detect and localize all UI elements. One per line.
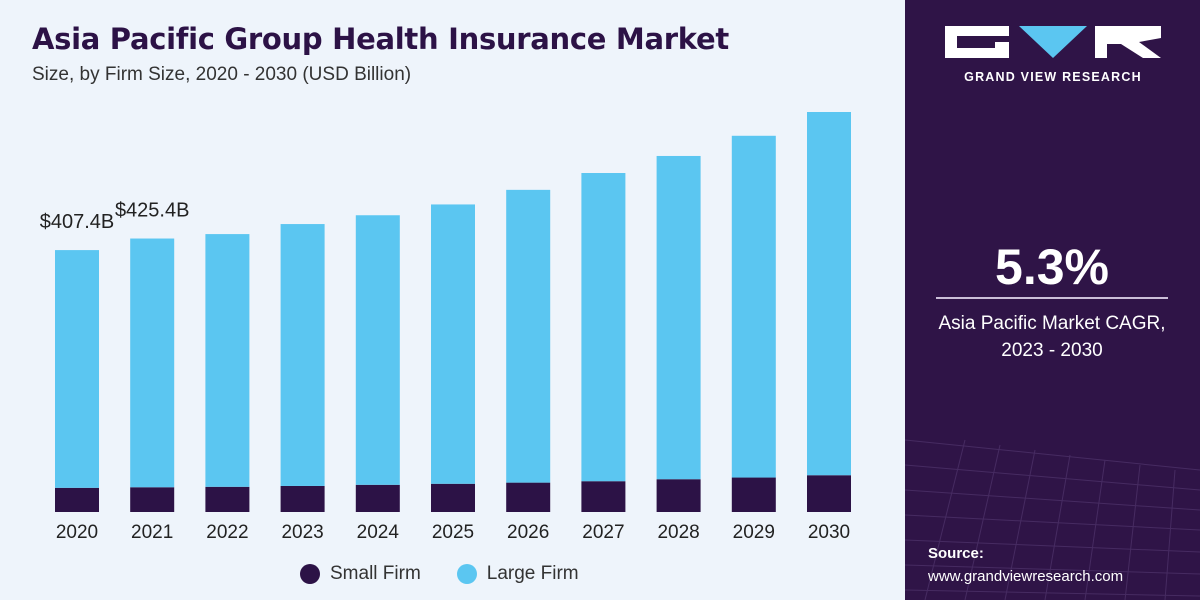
legend-swatch-small-firm	[300, 564, 320, 584]
bar-large-firm-2027	[581, 173, 626, 482]
bar-small-firm-2026	[506, 482, 551, 512]
bar-small-firm-2028	[656, 479, 701, 512]
chart-subtitle: Size, by Firm Size, 2020 - 2030 (USD Bil…	[32, 64, 412, 85]
bar-large-firm-2029	[731, 135, 776, 478]
bar-small-firm-2020	[55, 487, 99, 512]
cagr-label-line1: Asia Pacific Market CAGR,	[938, 313, 1166, 334]
legend-label-large-firm: Large Firm	[486, 563, 579, 584]
cagr-divider	[936, 297, 1168, 299]
x-tick-label: 2028	[657, 522, 699, 543]
x-tick-label: 2025	[432, 522, 474, 543]
cagr-label-line2: 2023 - 2030	[1001, 340, 1103, 361]
chart-title: Asia Pacific Group Health Insurance Mark…	[32, 22, 729, 56]
x-tick-label: 2026	[507, 522, 549, 543]
bar-large-firm-2025	[431, 204, 475, 484]
bar-large-firm-2022	[205, 234, 250, 487]
bar-small-firm-2029	[731, 477, 776, 512]
x-tick-label: 2020	[56, 522, 98, 543]
bar-small-firm-2030	[807, 475, 851, 512]
cagr-value: 5.3%	[995, 239, 1109, 295]
data-label-2020: $407.4B	[40, 211, 115, 233]
bar-large-firm-2020	[55, 250, 99, 488]
x-tick-label: 2024	[357, 522, 400, 543]
chart-legend: Small Firm Large Firm	[300, 563, 615, 585]
source-url: www.grandviewresearch.com	[928, 568, 1124, 585]
x-tick-label: 2021	[131, 522, 173, 543]
bar-large-firm-2024	[355, 215, 400, 485]
bar-small-firm-2027	[581, 481, 626, 512]
legend-item-small-firm: Small Firm	[300, 563, 421, 585]
legend-item-large-firm: Large Firm	[456, 563, 579, 585]
bar-small-firm-2024	[355, 484, 400, 512]
decorative-grid-background	[905, 439, 1200, 600]
x-tick-label: 2023	[281, 522, 323, 543]
bar-small-firm-2023	[280, 485, 325, 512]
bar-large-firm-2023	[280, 224, 325, 486]
x-tick-label: 2030	[808, 522, 850, 543]
x-tick-label: 2022	[206, 522, 248, 543]
grand-view-research-logo	[945, 26, 1161, 58]
bar-large-firm-2028	[656, 155, 701, 480]
chart-panel: Asia Pacific Group Health Insurance Mark…	[0, 0, 905, 600]
x-tick-label: 2029	[733, 522, 775, 543]
bar-large-firm-2026	[506, 189, 551, 483]
source-label: Source:	[928, 545, 984, 562]
bar-small-firm-2022	[205, 486, 250, 512]
legend-swatch-large-firm	[456, 564, 477, 584]
bar-large-firm-2030	[807, 112, 851, 476]
summary-panel: GRAND VIEW RESEARCH 5.3% Asia Pacific Ma…	[905, 0, 1200, 600]
x-tick-label: 2027	[582, 522, 624, 543]
bar-chart: 2020 2021 2022 2023 2024 2025 2026 2027 2028 2029…	[40, 112, 851, 543]
data-label-2021: $425.4B	[115, 200, 190, 222]
bar-small-firm-2021	[130, 487, 175, 512]
legend-label-small-firm: Small Firm	[330, 563, 421, 584]
bar-small-firm-2025	[431, 483, 475, 512]
brand-name: GRAND VIEW RESEARCH	[964, 70, 1142, 84]
bar-large-firm-2021	[130, 238, 175, 488]
cagr-label: Asia Pacific Market CAGR, 2023 - 2030	[930, 310, 1174, 364]
